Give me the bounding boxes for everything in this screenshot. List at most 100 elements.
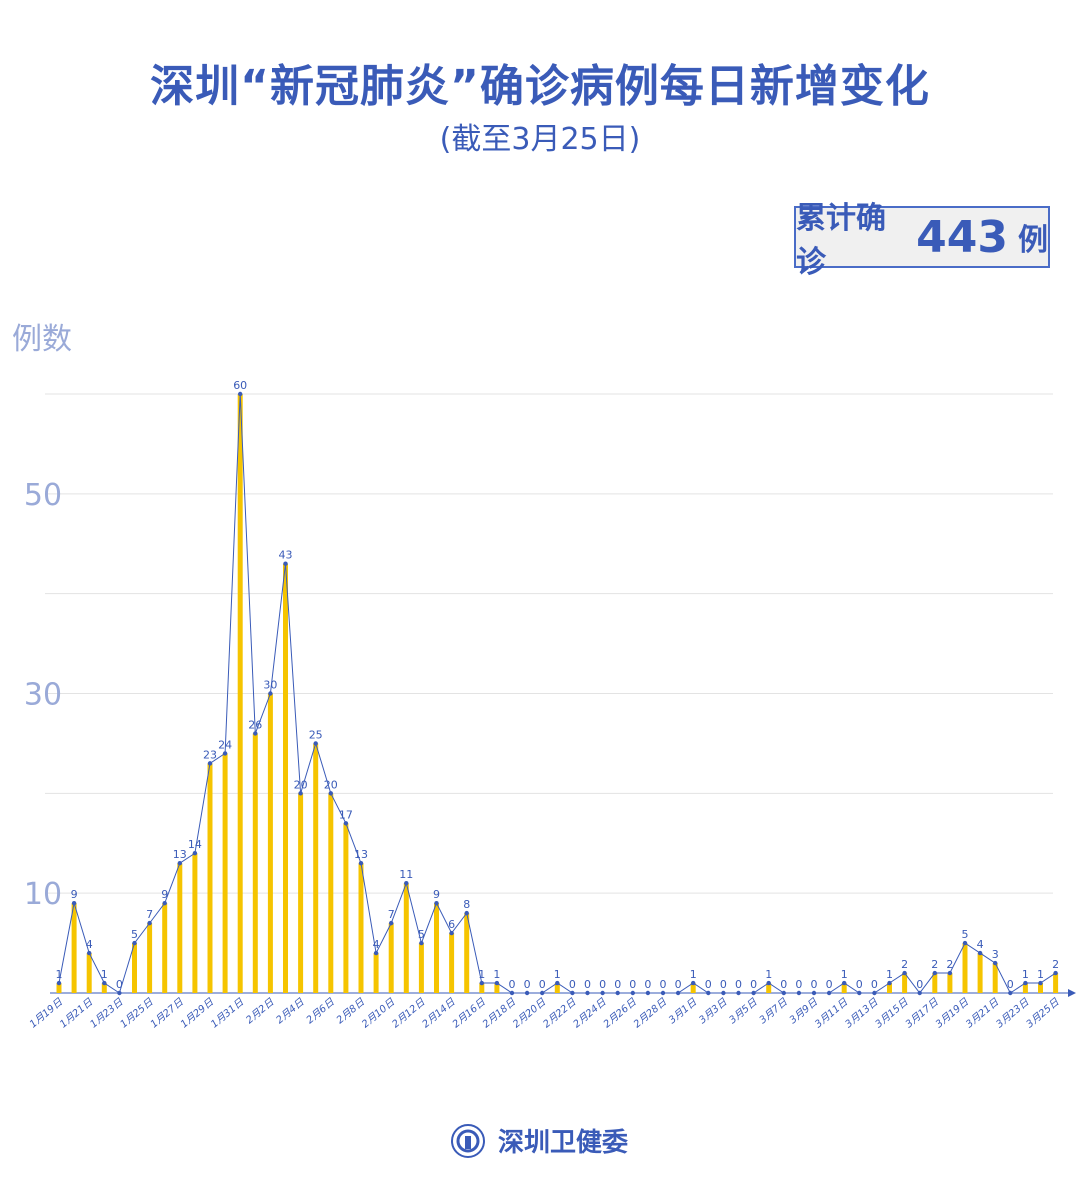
data-label: 0	[780, 978, 787, 991]
data-label: 1	[554, 968, 561, 981]
data-label: 9	[71, 888, 78, 901]
data-point	[1053, 970, 1058, 976]
data-label: 0	[524, 978, 531, 991]
data-label: 9	[161, 888, 168, 901]
x-tick-label: 3月5日	[727, 996, 760, 1026]
data-point	[660, 990, 666, 996]
data-point	[932, 970, 937, 976]
data-point	[87, 950, 92, 956]
bar	[177, 863, 183, 993]
data-point	[555, 980, 560, 986]
data-label: 23	[203, 748, 217, 761]
data-point	[691, 980, 696, 986]
data-label: 0	[811, 978, 818, 991]
data-point	[524, 990, 530, 996]
bar	[434, 903, 439, 993]
data-point	[947, 970, 953, 976]
bar	[252, 733, 258, 993]
data-label: 0	[584, 978, 591, 991]
data-point	[102, 980, 107, 986]
data-label: 0	[629, 978, 636, 991]
bar	[162, 903, 168, 993]
footer-org: 深圳卫健委	[498, 1128, 629, 1158]
data-point	[373, 950, 379, 956]
bar	[932, 973, 938, 993]
data-label: 14	[188, 838, 202, 851]
data-label: 1	[56, 968, 63, 981]
data-label: 9	[433, 888, 440, 901]
data-label: 13	[354, 848, 368, 861]
bar	[403, 883, 409, 993]
data-point	[389, 920, 394, 926]
data-label: 0	[116, 978, 123, 991]
bar	[343, 823, 349, 993]
bar	[132, 943, 137, 993]
data-label: 1	[101, 968, 108, 981]
data-label: 0	[614, 978, 621, 991]
data-point	[781, 990, 786, 996]
data-label: 4	[977, 938, 984, 951]
data-label: 0	[1007, 978, 1014, 991]
health-commission-logo-icon	[451, 1123, 485, 1158]
x-axis-arrow-icon	[1068, 989, 1076, 997]
data-point	[751, 990, 756, 996]
data-point	[887, 980, 892, 986]
data-label: 0	[644, 978, 651, 991]
x-tick-label: 2月2日	[244, 996, 277, 1026]
bar	[86, 953, 92, 993]
data-label: 7	[146, 908, 153, 921]
data-point	[706, 990, 711, 996]
data-point	[328, 791, 333, 796]
data-label: 0	[916, 978, 923, 991]
data-label: 4	[86, 938, 93, 951]
bar	[766, 983, 772, 993]
bar	[464, 913, 470, 993]
data-label: 0	[856, 978, 863, 991]
data-point	[811, 990, 817, 996]
data-label: 60	[233, 379, 247, 392]
data-label: 0	[795, 978, 802, 991]
data-label: 13	[173, 848, 187, 861]
data-label: 11	[399, 868, 413, 881]
data-point	[766, 980, 771, 986]
data-label: 17	[339, 808, 353, 821]
x-tick-label: 2月4日	[274, 996, 307, 1026]
data-label: 4	[373, 938, 380, 951]
data-label: 2	[901, 958, 908, 971]
data-label: 0	[539, 978, 546, 991]
data-point	[796, 990, 802, 996]
x-tick-label: 3月25日	[1025, 996, 1063, 1030]
data-point	[313, 741, 318, 746]
data-label: 30	[263, 679, 277, 692]
data-point	[283, 561, 288, 566]
data-point	[298, 791, 303, 796]
data-label: 0	[509, 978, 516, 991]
data-point	[132, 940, 137, 946]
bar	[479, 983, 485, 993]
data-label: 1	[493, 968, 500, 981]
data-point	[736, 990, 741, 996]
bar	[71, 903, 77, 993]
data-point	[464, 910, 469, 916]
data-label: 2	[931, 958, 938, 971]
data-label: 0	[720, 978, 727, 991]
bar	[887, 983, 892, 993]
data-label: 20	[324, 778, 338, 791]
bar	[1053, 973, 1059, 993]
data-label: 1	[690, 968, 697, 981]
x-tick-label: 3月7日	[758, 996, 791, 1026]
data-label: 1	[1037, 968, 1044, 981]
data-label: 20	[294, 778, 308, 791]
data-point	[1008, 990, 1013, 996]
data-label: 3	[992, 948, 999, 961]
data-point	[162, 900, 167, 906]
bar	[147, 923, 153, 993]
data-point	[117, 990, 122, 996]
data-label: 25	[309, 728, 323, 741]
data-label: 0	[569, 978, 576, 991]
data-label: 1	[1022, 968, 1029, 981]
data-label: 0	[871, 978, 878, 991]
x-tick-label: 2月6日	[305, 996, 338, 1026]
data-point	[993, 960, 998, 966]
bar	[1038, 983, 1043, 993]
